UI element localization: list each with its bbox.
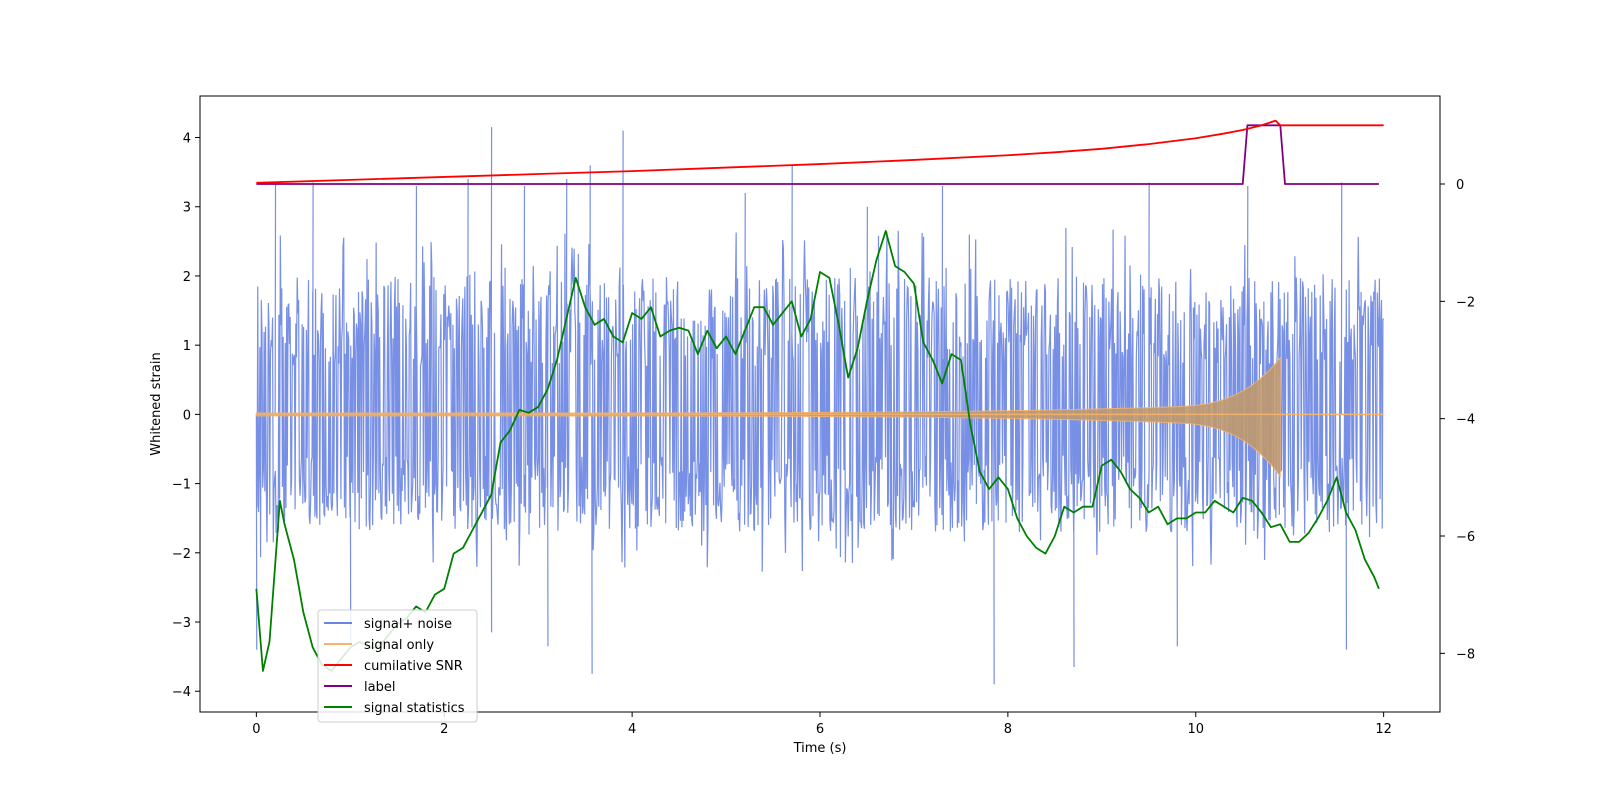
legend-item-signal: signal only bbox=[324, 638, 434, 653]
series-noise-line bbox=[255, 127, 1385, 685]
y-tick-label: 2 bbox=[183, 270, 191, 285]
y2-tick-label: −2 bbox=[1456, 295, 1475, 310]
x-tick-label: 4 bbox=[628, 722, 636, 737]
y-tick-label: 0 bbox=[183, 408, 191, 423]
y2-tick-label: −4 bbox=[1456, 413, 1475, 428]
legend-item-snr: cumilative SNR bbox=[324, 659, 463, 674]
series-signal-envelope bbox=[255, 356, 1281, 478]
y2-tick-label: 0 bbox=[1456, 178, 1464, 193]
y-tick-label: −3 bbox=[172, 616, 191, 631]
y-tick-label: 3 bbox=[183, 201, 191, 216]
y-axis-right: −8 −6 −4 −2 0 bbox=[1440, 178, 1475, 662]
x-tick-label: 8 bbox=[1004, 722, 1012, 737]
legend-label-label: label bbox=[364, 680, 395, 695]
x-tick-label: 6 bbox=[816, 722, 824, 737]
y2-tick-label: −8 bbox=[1456, 647, 1475, 662]
legend: signal+ noise signal only cumilative SNR… bbox=[317, 609, 478, 723]
y-tick-label: 1 bbox=[183, 339, 191, 354]
legend-label-stats: signal statistics bbox=[364, 701, 465, 716]
legend-label-noise: signal+ noise bbox=[364, 617, 452, 632]
plot-area bbox=[255, 119, 1385, 685]
y-axis-label: Whitened strain bbox=[149, 352, 164, 455]
legend-item-label: label bbox=[324, 680, 395, 695]
x-tick-label: 10 bbox=[1187, 722, 1204, 737]
x-tick-label: 12 bbox=[1375, 722, 1392, 737]
x-axis-label: Time (s) bbox=[793, 741, 847, 756]
x-axis: 0 2 4 6 8 10 12 bbox=[252, 712, 1392, 737]
series-stats-line bbox=[255, 230, 1380, 672]
y-tick-label: 4 bbox=[183, 132, 191, 147]
legend-label-signal: signal only bbox=[364, 638, 434, 653]
y-axis-left: −4 −3 −2 −1 0 1 2 3 4 bbox=[172, 132, 200, 700]
x-tick-label: 2 bbox=[440, 722, 448, 737]
series-snr-line bbox=[256, 119, 1384, 184]
legend-box bbox=[317, 609, 478, 723]
legend-item-stats: signal statistics bbox=[324, 701, 465, 716]
y-tick-label: −1 bbox=[172, 478, 191, 493]
legend-label-snr: cumilative SNR bbox=[364, 659, 463, 674]
legend-item-noise: signal+ noise bbox=[324, 617, 452, 632]
x-tick-label: 0 bbox=[252, 722, 260, 737]
y-tick-label: −4 bbox=[172, 685, 191, 700]
y-tick-label: −2 bbox=[172, 547, 191, 562]
y2-tick-label: −6 bbox=[1456, 530, 1475, 545]
